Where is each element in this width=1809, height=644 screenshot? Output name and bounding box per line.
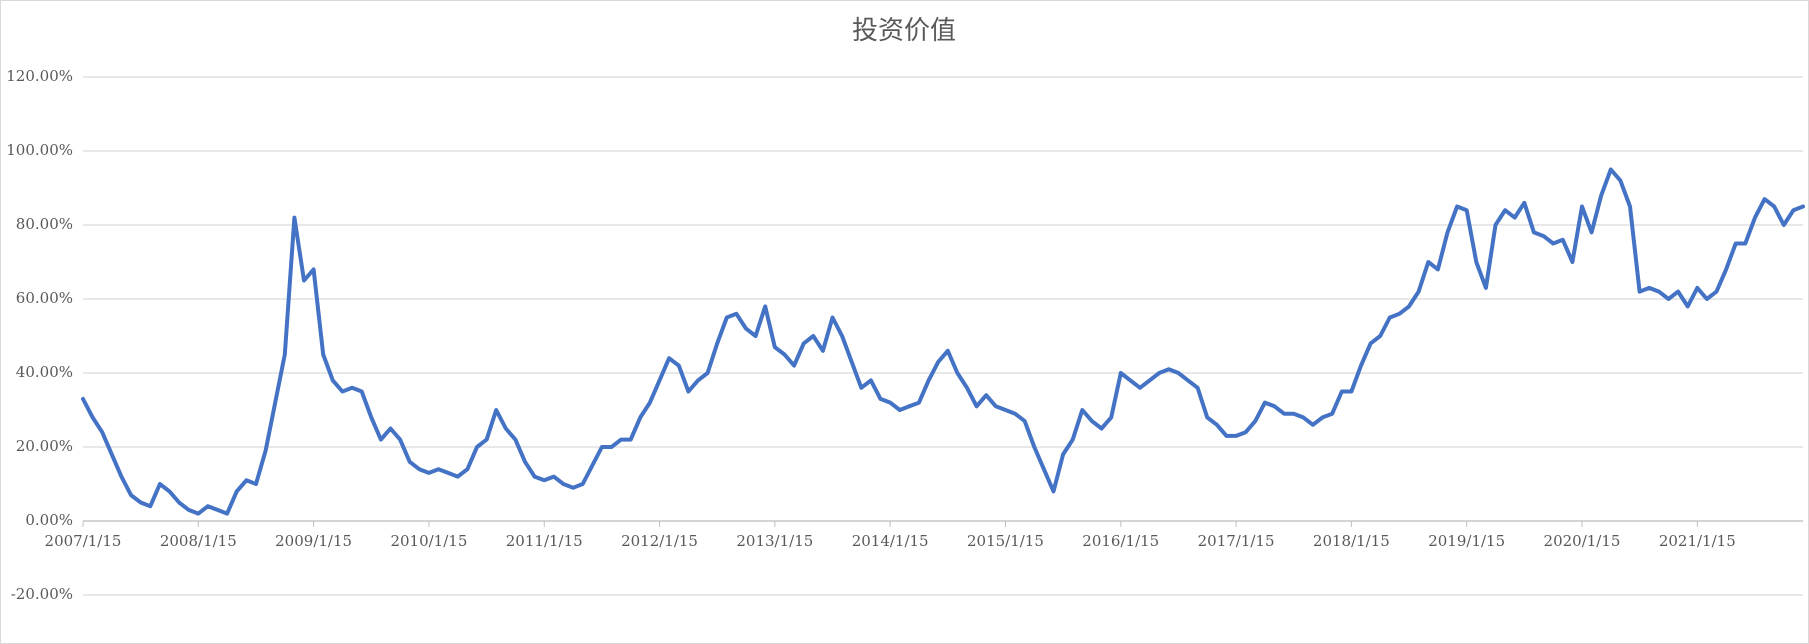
- y-tick-label: 0.00%: [25, 511, 73, 529]
- y-tick-label: 100.00%: [6, 141, 73, 159]
- chart-title: 投资价值: [852, 16, 956, 46]
- x-tick-label: 2021/1/15: [1659, 532, 1736, 550]
- y-tick-label: 60.00%: [16, 289, 73, 307]
- x-tick-label: 2019/1/15: [1428, 532, 1505, 550]
- y-tick-label: 20.00%: [16, 437, 73, 455]
- x-tick-label: 2007/1/15: [45, 532, 122, 550]
- x-tick-label: 2014/1/15: [852, 532, 929, 550]
- x-tick-label: 2020/1/15: [1544, 532, 1621, 550]
- y-tick-label: -20.00%: [11, 585, 73, 603]
- x-tick-label: 2008/1/15: [160, 532, 237, 550]
- y-tick-label: 120.00%: [6, 67, 73, 85]
- x-tick-label: 2015/1/15: [967, 532, 1044, 550]
- y-tick-label: 80.00%: [16, 215, 73, 233]
- x-tick-label: 2010/1/15: [390, 532, 467, 550]
- x-tick-label: 2016/1/15: [1082, 532, 1159, 550]
- x-tick-label: 2018/1/15: [1313, 532, 1390, 550]
- x-tick-label: 2013/1/15: [736, 532, 813, 550]
- x-tick-label: 2009/1/15: [275, 532, 352, 550]
- x-tick-label: 2012/1/15: [621, 532, 698, 550]
- x-tick-label: 2011/1/15: [506, 532, 583, 550]
- x-tick-label: 2017/1/15: [1198, 532, 1275, 550]
- y-tick-label: 40.00%: [16, 363, 73, 381]
- series-line: [81, 167, 1805, 516]
